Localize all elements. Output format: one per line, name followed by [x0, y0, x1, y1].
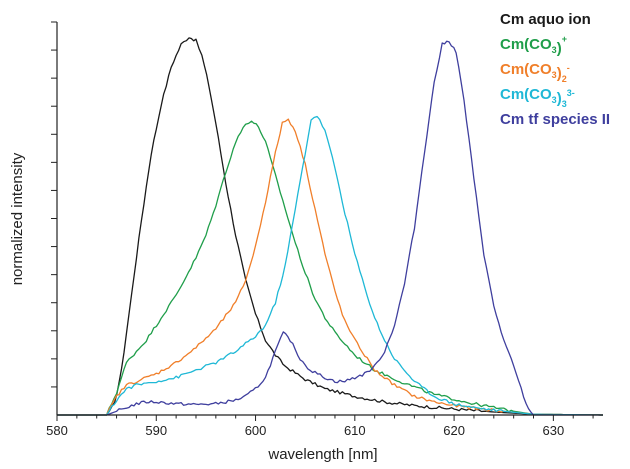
x-axis-label: wavelength [nm]	[267, 446, 377, 463]
x-tick-label: 620	[443, 423, 465, 438]
series-line-2	[57, 120, 603, 416]
legend: Cm aquo ion Cm(CO3)+ Cm(CO3)2-Cm(CO3)33- Cm…	[500, 11, 610, 128]
y-axis-label: normalized intensity	[9, 152, 26, 285]
series-line-4	[57, 115, 603, 416]
series-line-5	[57, 40, 603, 416]
legend-entry: Cm aquo ion	[500, 11, 591, 28]
x-tick-label: 590	[145, 423, 167, 438]
legend-entry: Cm tf species II	[500, 111, 610, 128]
x-tick-label: 580	[46, 423, 68, 438]
series-line-1	[57, 37, 603, 416]
series-lines	[57, 37, 603, 416]
x-tick-label: 610	[344, 423, 366, 438]
series-line-3	[57, 118, 603, 416]
legend-entry: Cm(CO3)+	[500, 34, 567, 57]
x-tick-label: 600	[245, 423, 267, 438]
axes: 580 590 600 610 620 630	[46, 21, 603, 438]
legend-entry: Cm(CO3)2-	[500, 61, 570, 84]
x-tick-label: 630	[543, 423, 565, 438]
legend-entry: Cm(CO3)33-	[500, 86, 575, 109]
